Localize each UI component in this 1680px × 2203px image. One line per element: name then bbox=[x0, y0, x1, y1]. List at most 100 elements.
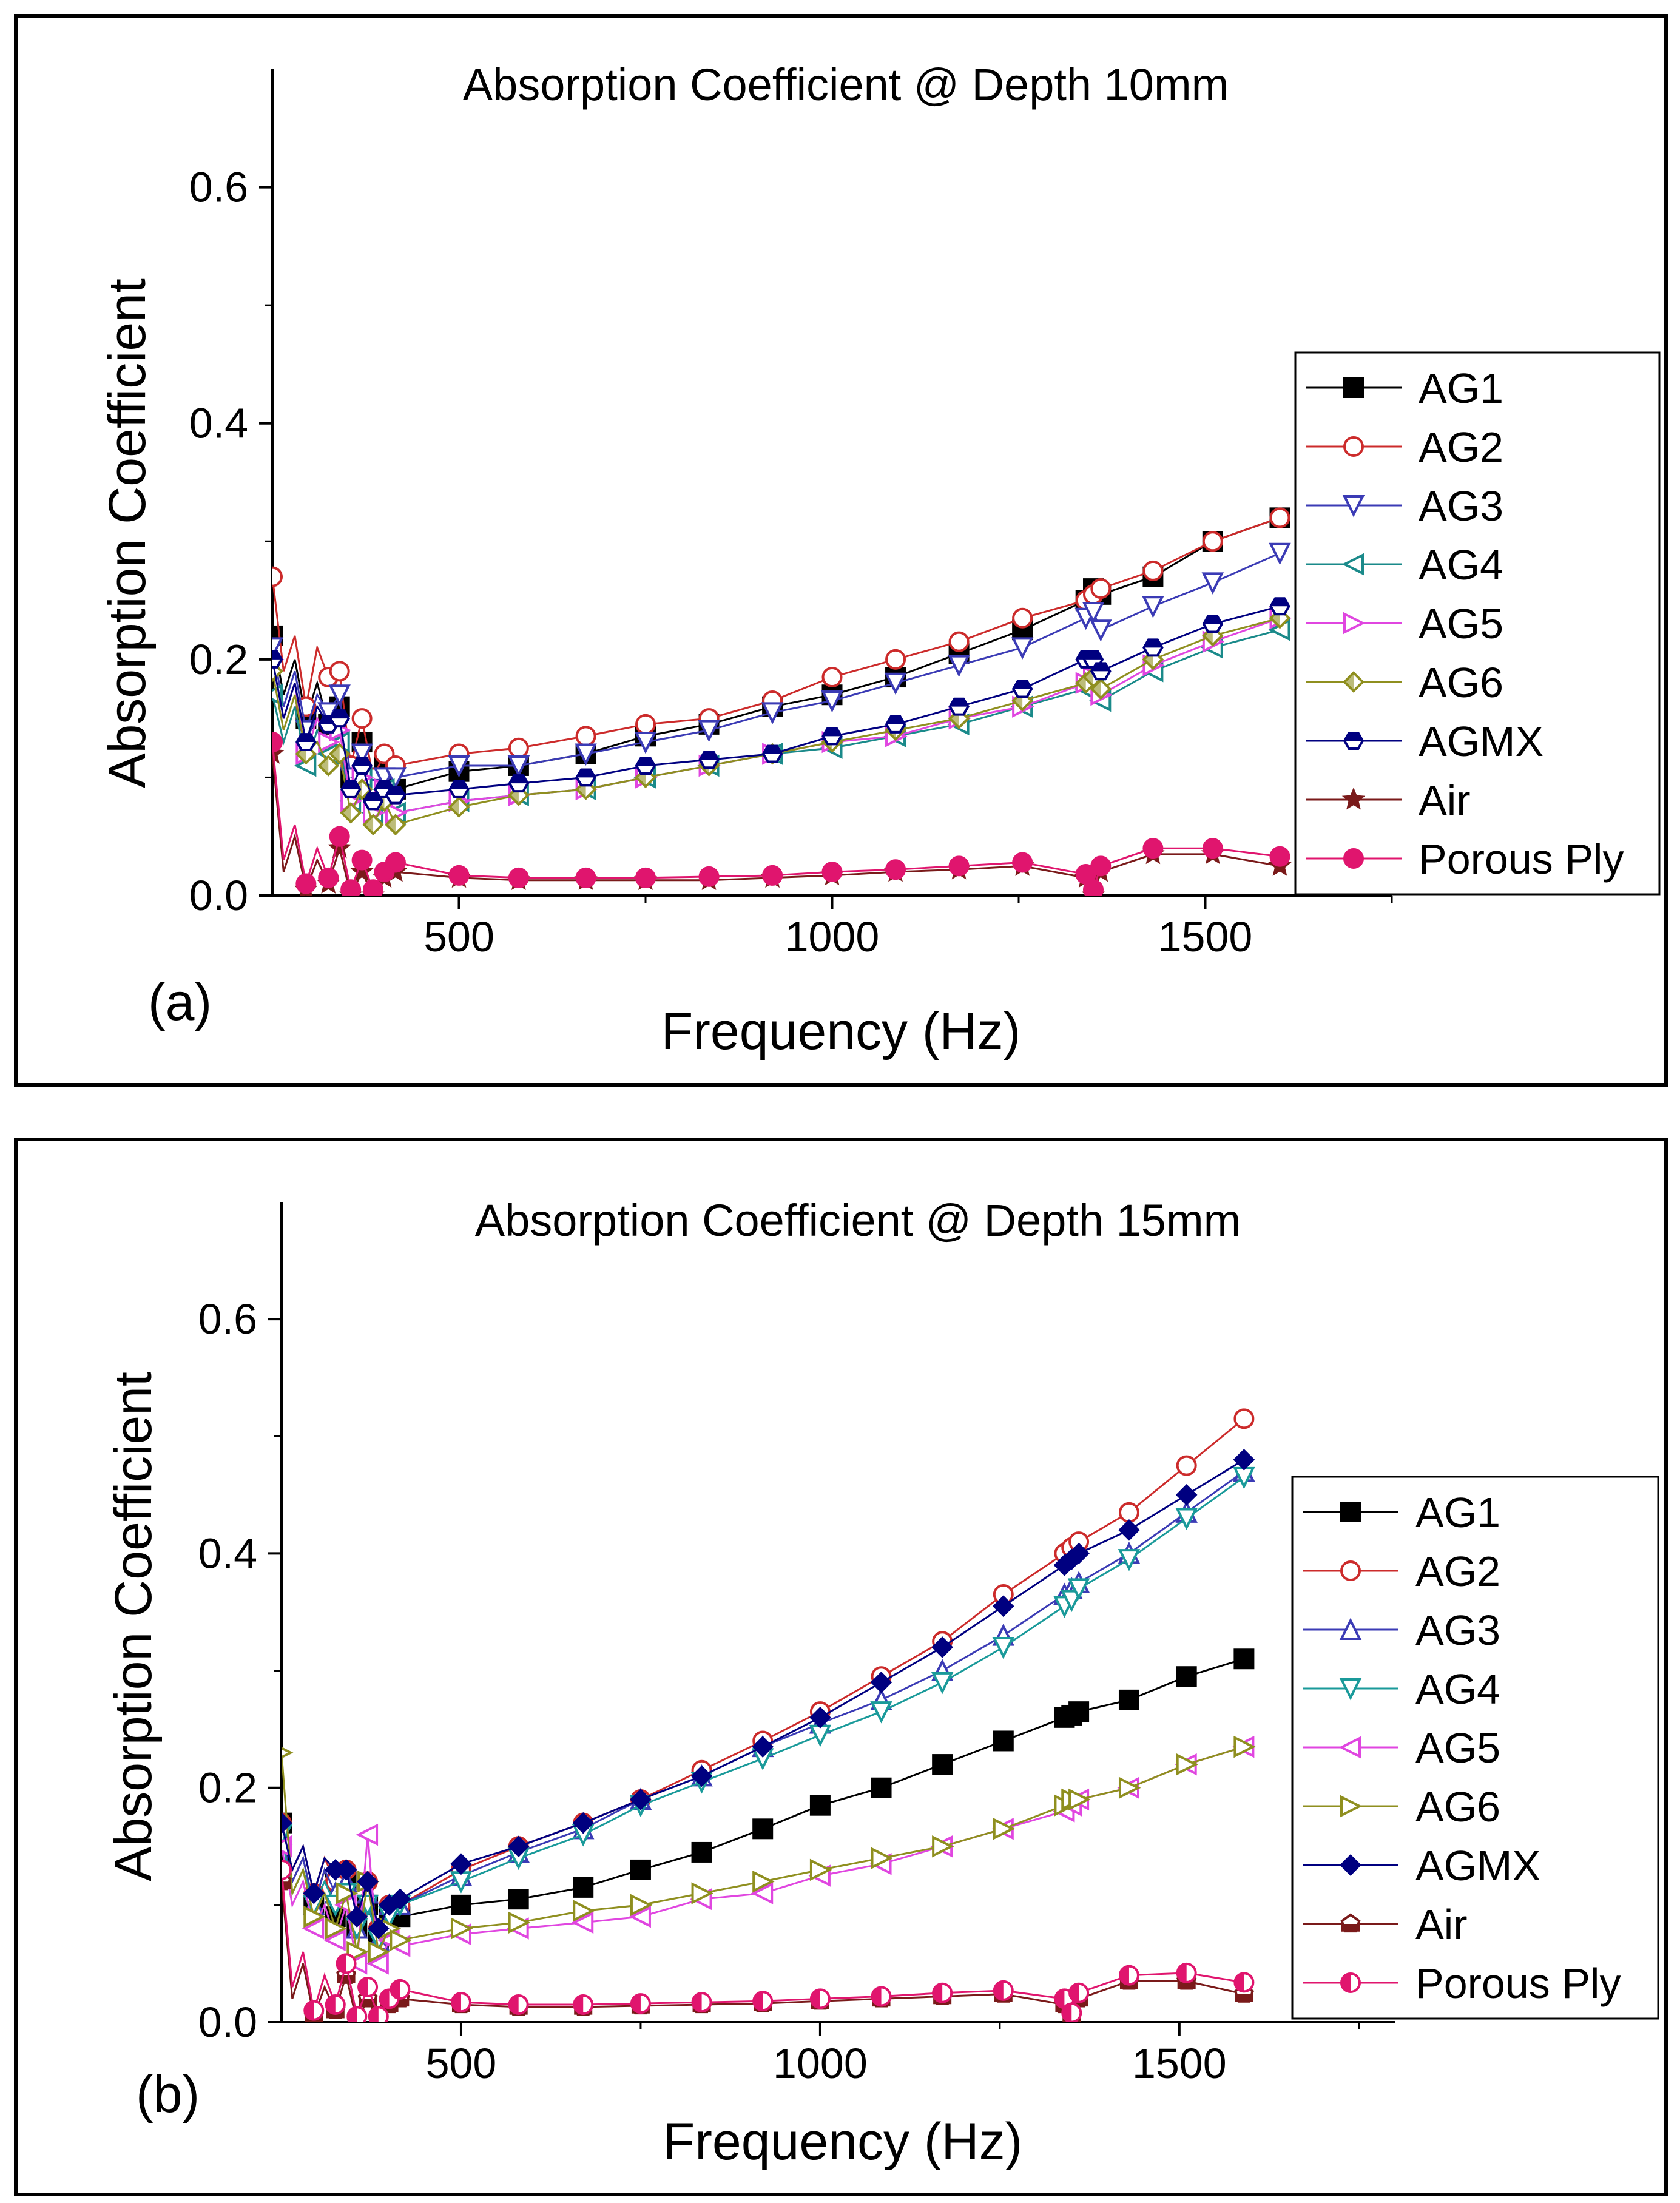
data-point bbox=[389, 1888, 411, 1911]
legend-marker bbox=[1339, 1678, 1362, 1701]
legend-marker bbox=[1340, 1972, 1361, 1993]
data-point bbox=[691, 1992, 712, 2013]
series-ag6 bbox=[282, 1735, 1256, 1963]
data-point bbox=[630, 1993, 651, 2014]
data-point bbox=[363, 879, 384, 896]
data-point bbox=[691, 1841, 712, 1863]
data-point bbox=[809, 1795, 831, 1816]
data-point bbox=[635, 867, 656, 888]
legend-entry: AGMX bbox=[1303, 1842, 1540, 1889]
y-tick-label: 0.2 bbox=[198, 1764, 257, 1812]
data-point bbox=[1090, 619, 1112, 642]
data-point bbox=[318, 867, 339, 888]
legend-label: AGMX bbox=[1419, 718, 1543, 765]
data-point bbox=[1233, 1408, 1255, 1429]
data-point bbox=[761, 744, 783, 763]
marker-fill bbox=[319, 756, 329, 775]
series-porous-ply bbox=[272, 732, 1290, 896]
data-point bbox=[809, 1858, 832, 1881]
legend-label: AG1 bbox=[1419, 365, 1503, 412]
data-point bbox=[272, 566, 283, 587]
legend-entry: AG4 bbox=[1303, 1665, 1500, 1713]
legend-marker bbox=[1343, 612, 1366, 635]
marker-fill bbox=[1203, 616, 1222, 624]
panel-label: (b) bbox=[136, 2065, 200, 2124]
marker-fill bbox=[326, 1996, 336, 2014]
data-point bbox=[340, 801, 362, 824]
data-point bbox=[390, 1929, 412, 1952]
data-point bbox=[357, 1977, 379, 1998]
legend-entry: Porous Ply bbox=[1306, 835, 1624, 883]
data-point bbox=[1176, 1666, 1197, 1687]
data-point bbox=[1175, 1484, 1198, 1506]
data-point bbox=[368, 2006, 389, 2022]
series-ag4 bbox=[272, 618, 1290, 825]
data-point bbox=[303, 1905, 326, 1928]
marker-fill bbox=[272, 651, 282, 660]
marker-fill bbox=[1062, 2003, 1072, 2022]
data-point bbox=[336, 1953, 357, 1974]
marker-fill bbox=[509, 1996, 519, 2014]
data-point bbox=[317, 755, 340, 777]
data-point bbox=[282, 1747, 294, 1759]
chart-panel-a: Absorption Coefficient @ Depth 10mm 0.0 0… bbox=[14, 14, 1668, 1087]
data-point bbox=[871, 1777, 892, 1798]
x-tick-label: 1500 bbox=[1132, 2040, 1227, 2087]
legend-marker bbox=[1340, 1913, 1361, 1933]
data-point bbox=[362, 814, 384, 836]
data-point bbox=[752, 1818, 774, 1840]
legend-entry: AG1 bbox=[1306, 365, 1503, 412]
y-tick-label: 0.4 bbox=[198, 1530, 257, 1577]
data-point bbox=[366, 1952, 389, 1975]
data-point bbox=[884, 672, 907, 695]
data-point bbox=[993, 1818, 1016, 1840]
data-point bbox=[630, 1894, 653, 1917]
data-point bbox=[1083, 879, 1104, 896]
data-point bbox=[1082, 602, 1105, 624]
data-point bbox=[356, 1823, 379, 1846]
x-tick-label: 500 bbox=[423, 913, 494, 960]
data-point bbox=[508, 1911, 531, 1934]
marker-fill bbox=[353, 757, 371, 766]
data-point bbox=[351, 743, 373, 766]
x-axis-label: Frequency (Hz) bbox=[663, 2113, 1023, 2171]
data-point bbox=[1067, 1578, 1090, 1601]
data-point bbox=[575, 743, 597, 766]
legend-marker bbox=[1343, 671, 1365, 693]
marker-fill bbox=[386, 815, 396, 834]
data-point bbox=[575, 726, 596, 747]
legend-label: AG3 bbox=[1419, 482, 1503, 530]
marker-fill bbox=[1177, 1963, 1187, 1982]
data-point bbox=[507, 1835, 530, 1858]
data-point bbox=[752, 1870, 775, 1893]
legend-label: AG4 bbox=[1415, 1665, 1500, 1713]
marker-fill bbox=[1341, 1974, 1351, 1992]
data-point bbox=[635, 756, 656, 775]
marker-fill bbox=[1177, 1981, 1196, 1989]
data-point bbox=[573, 1994, 594, 2016]
data-point bbox=[1118, 1549, 1141, 1571]
data-point bbox=[871, 1986, 892, 2007]
data-point bbox=[1269, 597, 1290, 616]
marker-fill bbox=[823, 728, 842, 737]
data-point bbox=[932, 1835, 954, 1858]
data-point bbox=[357, 1871, 379, 1893]
series-line bbox=[282, 1746, 1244, 1955]
legend: AG1 AG2 AG3 AG4 AG5 AG6 AGMX Air Porous Ply bbox=[1291, 1476, 1659, 2020]
legend-marker bbox=[1343, 377, 1364, 398]
data-point bbox=[448, 796, 470, 818]
data-point bbox=[507, 755, 530, 778]
data-point bbox=[1142, 838, 1164, 859]
legend-entry: AG1 bbox=[1303, 1489, 1500, 1536]
data-point bbox=[1202, 531, 1223, 552]
marker-fill bbox=[1119, 1966, 1129, 1985]
data-point bbox=[340, 780, 362, 798]
legend-label: AG1 bbox=[1415, 1489, 1500, 1536]
legend-label: AG2 bbox=[1415, 1548, 1500, 1595]
data-point bbox=[508, 1889, 529, 1910]
marker-fill bbox=[886, 716, 905, 724]
data-point bbox=[948, 697, 970, 716]
data-point bbox=[1176, 1962, 1197, 1983]
series-line bbox=[272, 617, 1280, 828]
marker-fill bbox=[282, 1881, 291, 1889]
